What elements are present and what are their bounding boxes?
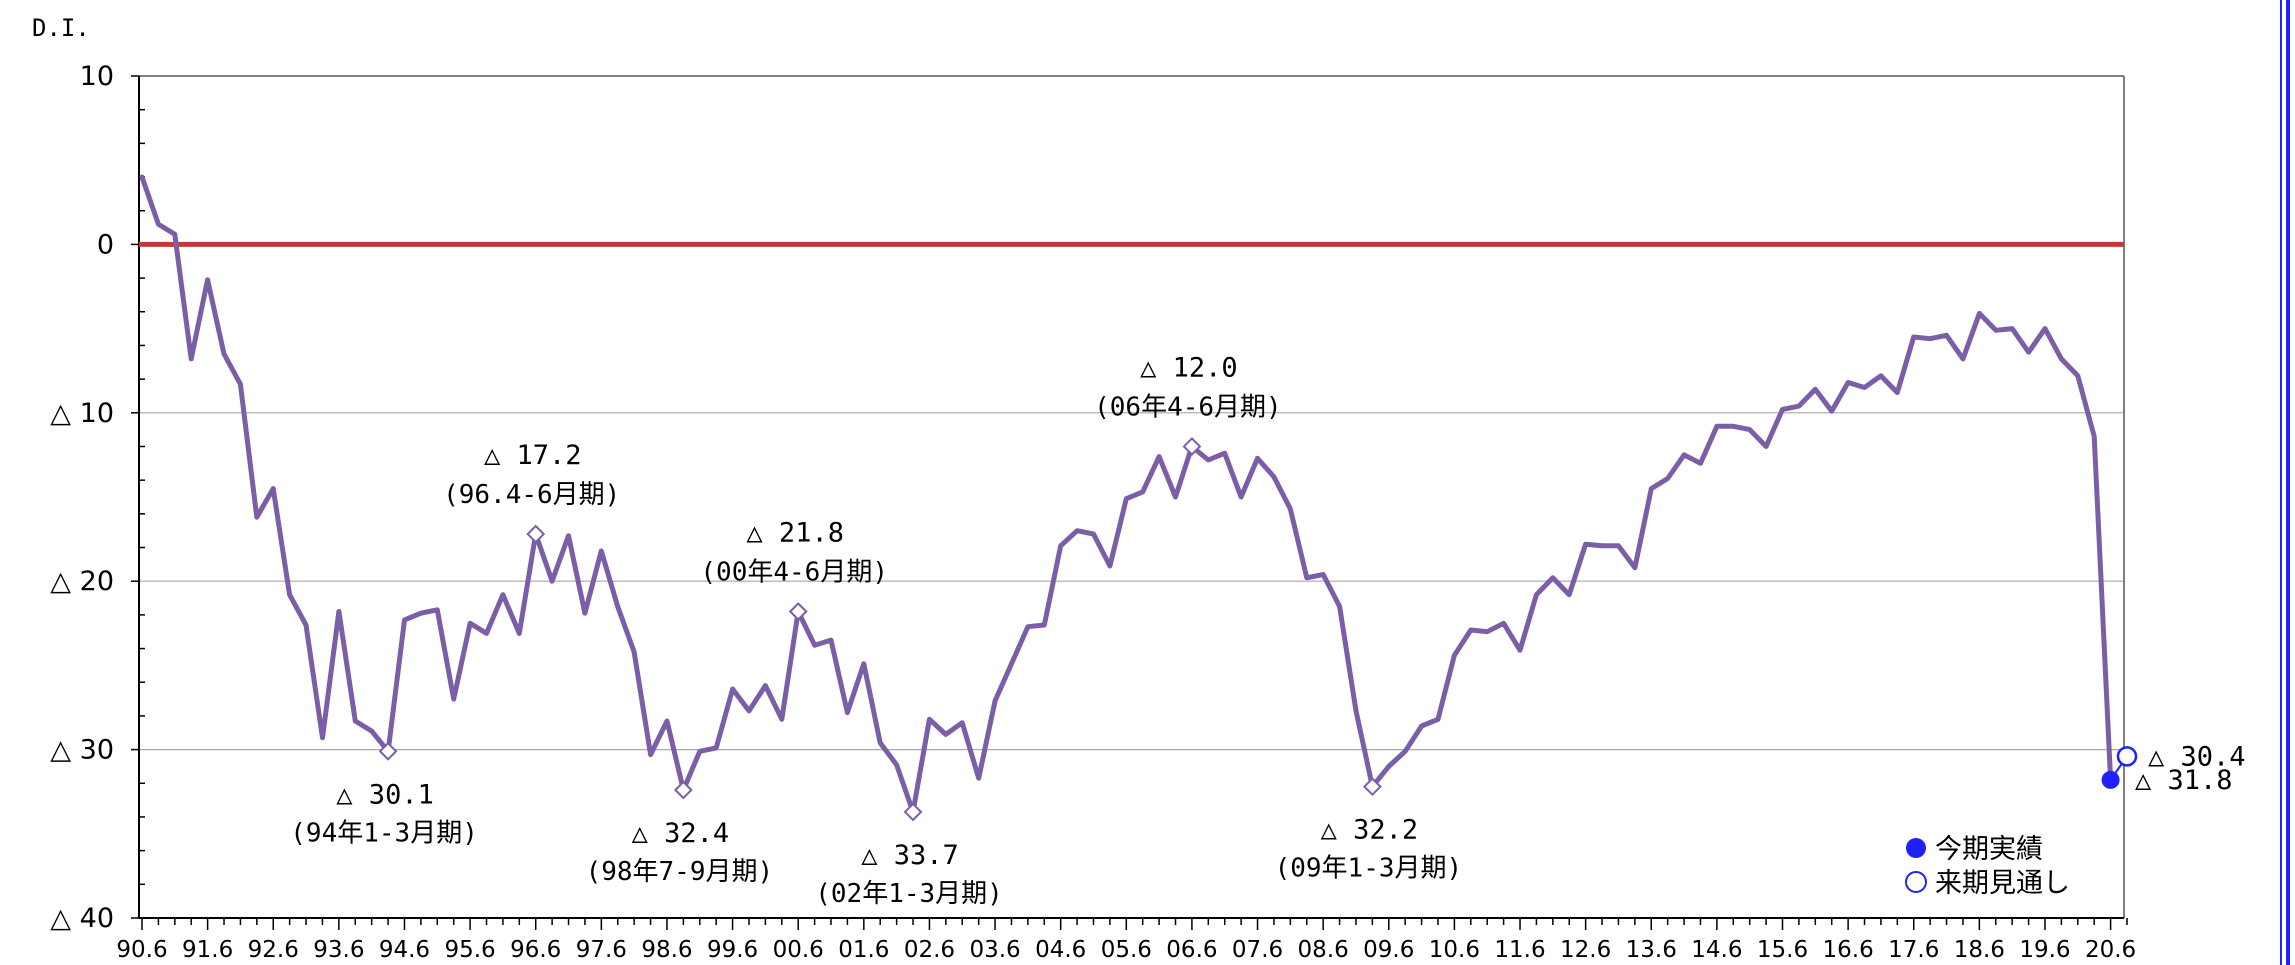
series-group [139,174,2128,815]
x-tick-label: 97.6 [576,937,627,963]
axes [131,75,2128,930]
x-tick-label: 14.6 [1691,937,1742,963]
current-value-label: △ 31.8 [2135,765,2233,796]
forecast-marker [2116,746,2138,767]
peak-value-label: △ 21.8 [746,518,844,549]
y-tick-labels: 10 0 △ 10 △ 20 △ 30 △ 40 [50,61,114,934]
x-tick-label: 05.6 [1101,937,1152,963]
x-tick-label: 96.6 [510,937,561,963]
x-tick-label: 00.6 [773,937,824,963]
peak-period-label: (02年1-3月期) [815,879,1003,909]
current-result-marker [2101,770,2120,789]
peak-markers [378,437,1382,822]
x-tick-label: 91.6 [182,937,233,963]
peak-marker [903,802,923,822]
x-tick-label: 04.6 [1035,937,1086,963]
peak-marker [788,602,808,621]
peak-period-label: (98年7-9月期) [586,857,774,887]
x-tick-labels: 90.6 91.6 92.6 93.6 94.6 95.6 96.6 97.6 98.6 99.6… [116,937,2136,963]
peak-marker [526,524,546,544]
peak-value-label: △ 33.7 [861,840,959,871]
peak-value-label: △ 32.4 [632,818,730,849]
x-tick-label: 18.6 [1954,937,2005,963]
peak-value-label: △ 32.2 [1321,815,1419,846]
peak-value-label: △ 17.2 [484,440,582,471]
x-tick-label: 11.6 [1494,937,1545,963]
y-tick-label: 10 [80,61,114,92]
series-line [139,174,2114,815]
x-tick-label: 98.6 [641,937,692,963]
peak-period-label: (94年1-3月期) [290,818,478,848]
peak-marker [378,741,398,761]
x-tick-label: 01.6 [838,937,889,963]
peak-period-label: (06年4-6月期) [1094,392,1282,422]
peak-marker [1182,437,1202,456]
x-tick-label: 13.6 [1626,937,1677,963]
y-tick-label: △ 10 [50,398,114,429]
legend-label-current: 今期実績 [1935,834,2043,865]
y-axis-title: D.I. [32,14,90,42]
legend-open-circle-icon [1905,871,1927,893]
x-tick-label: 94.6 [379,937,430,963]
y-tick-label: 0 [97,229,114,260]
x-tick-label: 16.6 [1823,937,1874,963]
legend-label-forecast: 来期見通し [1935,868,2070,899]
x-tick-label: 95.6 [444,937,495,963]
peak-annotations: △ 30.1 (94年1-3月期) △ 17.2 (96.4-6月期) △ 32.4 (9… [290,352,1462,908]
forecast-value-label: △ 30.4 [2148,741,2246,772]
right-edge-line-outer [2286,0,2290,965]
x-tick-label: 08.6 [1298,937,1349,963]
x-tick-label: 09.6 [1363,937,1414,963]
peak-value-label: △ 12.0 [1140,352,1238,383]
x-tick-label: 93.6 [313,937,364,963]
peak-period-label: (96.4-6月期) [443,480,620,510]
x-tick-label: 03.6 [969,937,1020,963]
right-edge-line-inner [2280,0,2282,965]
x-tick-label: 17.6 [1888,937,1939,963]
x-tick-label: 10.6 [1429,937,1480,963]
grid-lines [139,412,2124,751]
peak-period-label: (09年1-3月期) [1275,854,1463,884]
x-tick-label: 19.6 [2019,937,2070,963]
x-tick-label: 02.6 [904,937,955,963]
peak-marker [673,780,693,800]
x-tick-label: 15.6 [1757,937,1808,963]
legend-filled-circle-icon [1906,838,1926,858]
peak-marker [1362,777,1382,797]
endpoint-markers: △ 30.4△ 31.8 [2101,741,2246,796]
x-tick-label: 92.6 [248,937,299,963]
peak-period-label: (00年4-6月期) [700,558,888,588]
y-tick-label: △ 30 [50,735,114,766]
x-tick-label: 90.6 [116,937,167,963]
x-tick-label: 12.6 [1560,937,1611,963]
peak-value-label: △ 30.1 [336,779,434,810]
y-tick-label: △ 40 [50,903,114,934]
x-tick-label: 99.6 [707,937,758,963]
x-tick-label: 07.6 [1232,937,1283,963]
x-tick-label: 20.6 [2085,937,2136,963]
x-tick-label: 06.6 [1166,937,1217,963]
y-tick-label: △ 20 [50,566,114,597]
